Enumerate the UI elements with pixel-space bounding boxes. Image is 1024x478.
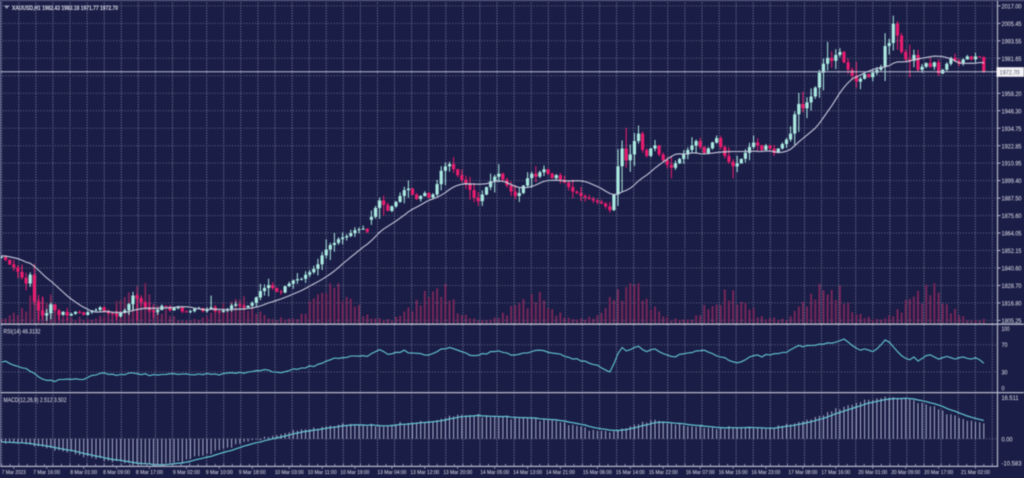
svg-text:MACD(12,26,9) 2.512 3.502: MACD(12,26,9) 2.512 3.502	[4, 397, 67, 404]
svg-text:100: 100	[1002, 326, 1010, 333]
svg-text:1981.65: 1981.65	[1002, 56, 1022, 63]
svg-text:1875.60: 1875.60	[1002, 213, 1022, 220]
svg-text:2017.00: 2017.00	[1002, 4, 1022, 11]
svg-text:-10.583: -10.583	[1002, 461, 1022, 468]
svg-text:17 Mar 16:00: 17 Mar 16:00	[821, 470, 850, 476]
svg-text:1922.85: 1922.85	[1002, 143, 1022, 150]
svg-text:17 Mar 08:00: 17 Mar 08:00	[788, 470, 817, 476]
svg-text:8 Mar 01:00: 8 Mar 01:00	[70, 470, 97, 476]
svg-text:15 Mar 06:00: 15 Mar 06:00	[583, 470, 612, 476]
svg-text:2005.45: 2005.45	[1002, 21, 1022, 28]
svg-text:16 Mar 15:00: 16 Mar 15:00	[719, 470, 748, 476]
svg-text:15 Mar 14:00: 15 Mar 14:00	[616, 470, 645, 476]
svg-text:0: 0	[1002, 386, 1005, 393]
svg-text:9 Mar 18:00: 9 Mar 18:00	[239, 470, 266, 476]
svg-text:70: 70	[1002, 342, 1008, 349]
svg-text:0.00: 0.00	[1002, 436, 1013, 443]
svg-text:20 Mar 17:00: 20 Mar 17:00	[924, 470, 953, 476]
svg-text:8 Mar 17:00: 8 Mar 17:00	[136, 470, 163, 476]
svg-text:1887.50: 1887.50	[1002, 196, 1022, 203]
svg-text:1805.25: 1805.25	[1002, 318, 1022, 325]
svg-text:9 Mar 10:00: 9 Mar 10:00	[206, 470, 233, 476]
svg-text:1816.80: 1816.80	[1002, 301, 1022, 308]
svg-text:1934.75: 1934.75	[1002, 126, 1022, 133]
svg-text:14 Mar 05:00: 14 Mar 05:00	[480, 470, 509, 476]
svg-text:16 Mar 07:00: 16 Mar 07:00	[686, 470, 715, 476]
svg-text:16 Mar 23:00: 16 Mar 23:00	[751, 470, 780, 476]
svg-text:1993.55: 1993.55	[1002, 38, 1022, 45]
svg-text:9 Mar 02:00: 9 Mar 02:00	[173, 470, 200, 476]
svg-text:14 Mar 21:00: 14 Mar 21:00	[546, 470, 575, 476]
svg-text:16.511: 16.511	[1002, 395, 1019, 402]
svg-text:30: 30	[1002, 370, 1008, 377]
svg-text:21 Mar 02:00: 21 Mar 02:00	[961, 470, 990, 476]
svg-text:15 Mar 22:00: 15 Mar 22:00	[649, 470, 678, 476]
svg-text:1910.95: 1910.95	[1002, 161, 1022, 168]
svg-text:10 Mar 19:00: 10 Mar 19:00	[340, 470, 369, 476]
svg-text:1840.60: 1840.60	[1002, 266, 1022, 273]
svg-text:XAUUSD,H1 1982.43 1983.18 1971: XAUUSD,H1 1982.43 1983.18 1971.77 1972.7…	[12, 5, 118, 12]
svg-text:7 Mar 2023: 7 Mar 2023	[2, 470, 26, 476]
svg-text:1899.40: 1899.40	[1002, 178, 1022, 185]
svg-text:7 Mar 16:00: 7 Mar 16:00	[33, 470, 60, 476]
svg-text:13 Mar 20:00: 13 Mar 20:00	[443, 470, 472, 476]
svg-text:1864.05: 1864.05	[1002, 231, 1022, 238]
svg-text:10 Mar 11:00: 10 Mar 11:00	[308, 470, 337, 476]
svg-text:1946.30: 1946.30	[1002, 108, 1022, 115]
svg-text:13 Mar 04:00: 13 Mar 04:00	[377, 470, 406, 476]
svg-text:13 Mar 12:00: 13 Mar 12:00	[410, 470, 439, 476]
svg-text:RSI(14) 46.3132: RSI(14) 46.3132	[4, 329, 41, 336]
svg-text:20 Mar 01:00: 20 Mar 01:00	[858, 470, 887, 476]
svg-text:10 Mar 03:00: 10 Mar 03:00	[275, 470, 304, 476]
svg-text:14 Mar 13:00: 14 Mar 13:00	[513, 470, 542, 476]
svg-text:1972.70: 1972.70	[1000, 70, 1020, 77]
svg-text:20 Mar 09:00: 20 Mar 09:00	[891, 470, 920, 476]
svg-text:1828.70: 1828.70	[1002, 283, 1022, 290]
svg-text:8 Mar 09:00: 8 Mar 09:00	[103, 470, 130, 476]
svg-text:1958.20: 1958.20	[1002, 91, 1022, 98]
svg-text:1852.15: 1852.15	[1002, 248, 1022, 255]
